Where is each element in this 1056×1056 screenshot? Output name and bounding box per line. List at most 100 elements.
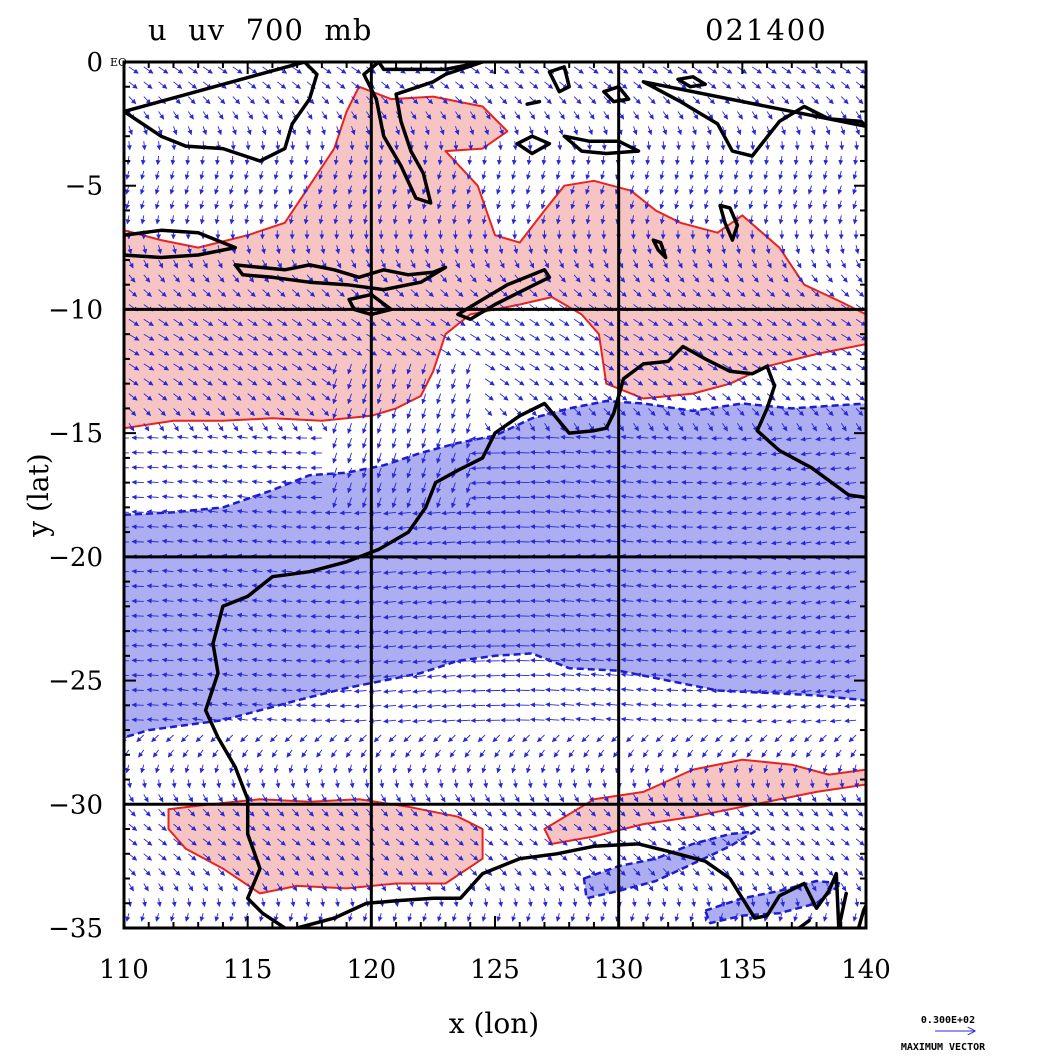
wind-vector <box>811 838 821 846</box>
wind-vector <box>441 718 456 724</box>
wind-vector <box>841 838 850 846</box>
coastline-island-misool <box>602 84 631 104</box>
wind-vector <box>484 838 494 846</box>
wind-vector <box>324 703 337 709</box>
wind-vector <box>161 523 174 529</box>
wind-vector <box>833 734 842 743</box>
wind-vector <box>236 612 248 618</box>
wind-vector <box>266 435 278 441</box>
wind-vector <box>217 126 222 136</box>
wind-vector <box>514 81 524 89</box>
wind-vector <box>620 701 634 707</box>
wind-vector <box>855 853 865 861</box>
wind-vector <box>306 794 312 803</box>
wind-vector <box>852 200 858 210</box>
wind-vector <box>651 687 664 693</box>
wind-vector <box>173 111 179 120</box>
wind-vector <box>796 378 807 386</box>
wind-vector <box>433 734 441 743</box>
wind-vector <box>158 853 167 861</box>
wind-vector <box>347 200 353 210</box>
wind-vector <box>161 627 174 633</box>
wind-vector <box>841 853 850 861</box>
wind-vector <box>484 66 495 74</box>
wind-vector <box>499 363 511 371</box>
wind-vector <box>207 538 219 544</box>
wind-vector <box>277 838 286 846</box>
wind-vector <box>274 155 280 166</box>
wind-vector <box>470 584 486 590</box>
wind-vector <box>588 363 600 371</box>
wind-vector <box>514 378 525 386</box>
wind-vector <box>823 155 829 166</box>
wind-vector <box>468 779 474 789</box>
wind-vector <box>146 717 159 723</box>
wind-vector <box>465 423 471 434</box>
wind-vector <box>390 749 397 758</box>
wind-vector <box>804 734 812 743</box>
wind-vector <box>158 838 168 846</box>
wind-vector <box>440 81 450 89</box>
coastline-island-tasmania-hint <box>837 891 848 928</box>
wind-vector <box>281 717 293 723</box>
wind-vector <box>644 185 650 195</box>
wind-vector <box>192 597 204 603</box>
wind-vector <box>811 96 819 105</box>
wind-vector <box>388 734 397 743</box>
wind-vector <box>207 449 219 455</box>
wind-vector <box>266 628 278 634</box>
wind-vector <box>172 244 177 255</box>
wind-vector <box>553 749 560 758</box>
wind-vector <box>321 289 330 297</box>
wind-vector <box>603 393 613 401</box>
wind-vector <box>232 333 244 341</box>
wind-vector <box>511 185 516 195</box>
wind-vector <box>470 480 486 486</box>
wind-vector <box>306 408 315 416</box>
wind-vector <box>125 170 131 180</box>
wind-vector <box>807 200 813 210</box>
wind-vector <box>811 393 821 401</box>
wind-vector <box>633 96 641 105</box>
wind-vector <box>136 734 145 743</box>
wind-vector <box>354 688 367 694</box>
wind-vector <box>646 141 652 151</box>
wind-vector <box>336 794 342 803</box>
wind-vector <box>266 717 278 723</box>
wind-vector <box>822 913 828 922</box>
wind-vector <box>540 170 546 180</box>
wind-vector <box>182 749 189 758</box>
wind-vector <box>128 259 134 269</box>
wind-vector <box>318 215 324 225</box>
wind-vector <box>544 794 550 803</box>
wind-vector <box>275 898 281 907</box>
wind-vector <box>530 687 545 693</box>
wind-vector <box>291 333 303 341</box>
wind-vector <box>394 779 400 789</box>
wind-vector <box>499 408 508 416</box>
wind-vector <box>131 717 144 723</box>
y-tick-label: −15 <box>48 419 103 449</box>
wind-vector <box>217 111 224 120</box>
wind-vector <box>529 363 541 371</box>
wind-vector <box>451 408 456 419</box>
wind-vector <box>496 200 502 210</box>
wind-vector <box>800 718 812 724</box>
wind-vector <box>855 868 864 876</box>
wind-vector <box>158 318 169 327</box>
wind-vector <box>829 703 842 709</box>
wind-vector <box>838 215 843 225</box>
wind-vector <box>499 111 506 120</box>
wind-vector <box>824 141 830 151</box>
wind-vector <box>527 898 533 907</box>
wind-vector <box>290 141 296 151</box>
wind-vector <box>266 509 278 515</box>
wind-vector <box>455 883 461 892</box>
wind-vector <box>362 764 368 774</box>
wind-vector <box>173 408 181 416</box>
wind-vector <box>217 378 228 386</box>
wind-vector <box>751 126 757 136</box>
wind-vector <box>850 749 857 758</box>
wind-vector <box>573 378 584 386</box>
wind-vector <box>544 868 552 876</box>
